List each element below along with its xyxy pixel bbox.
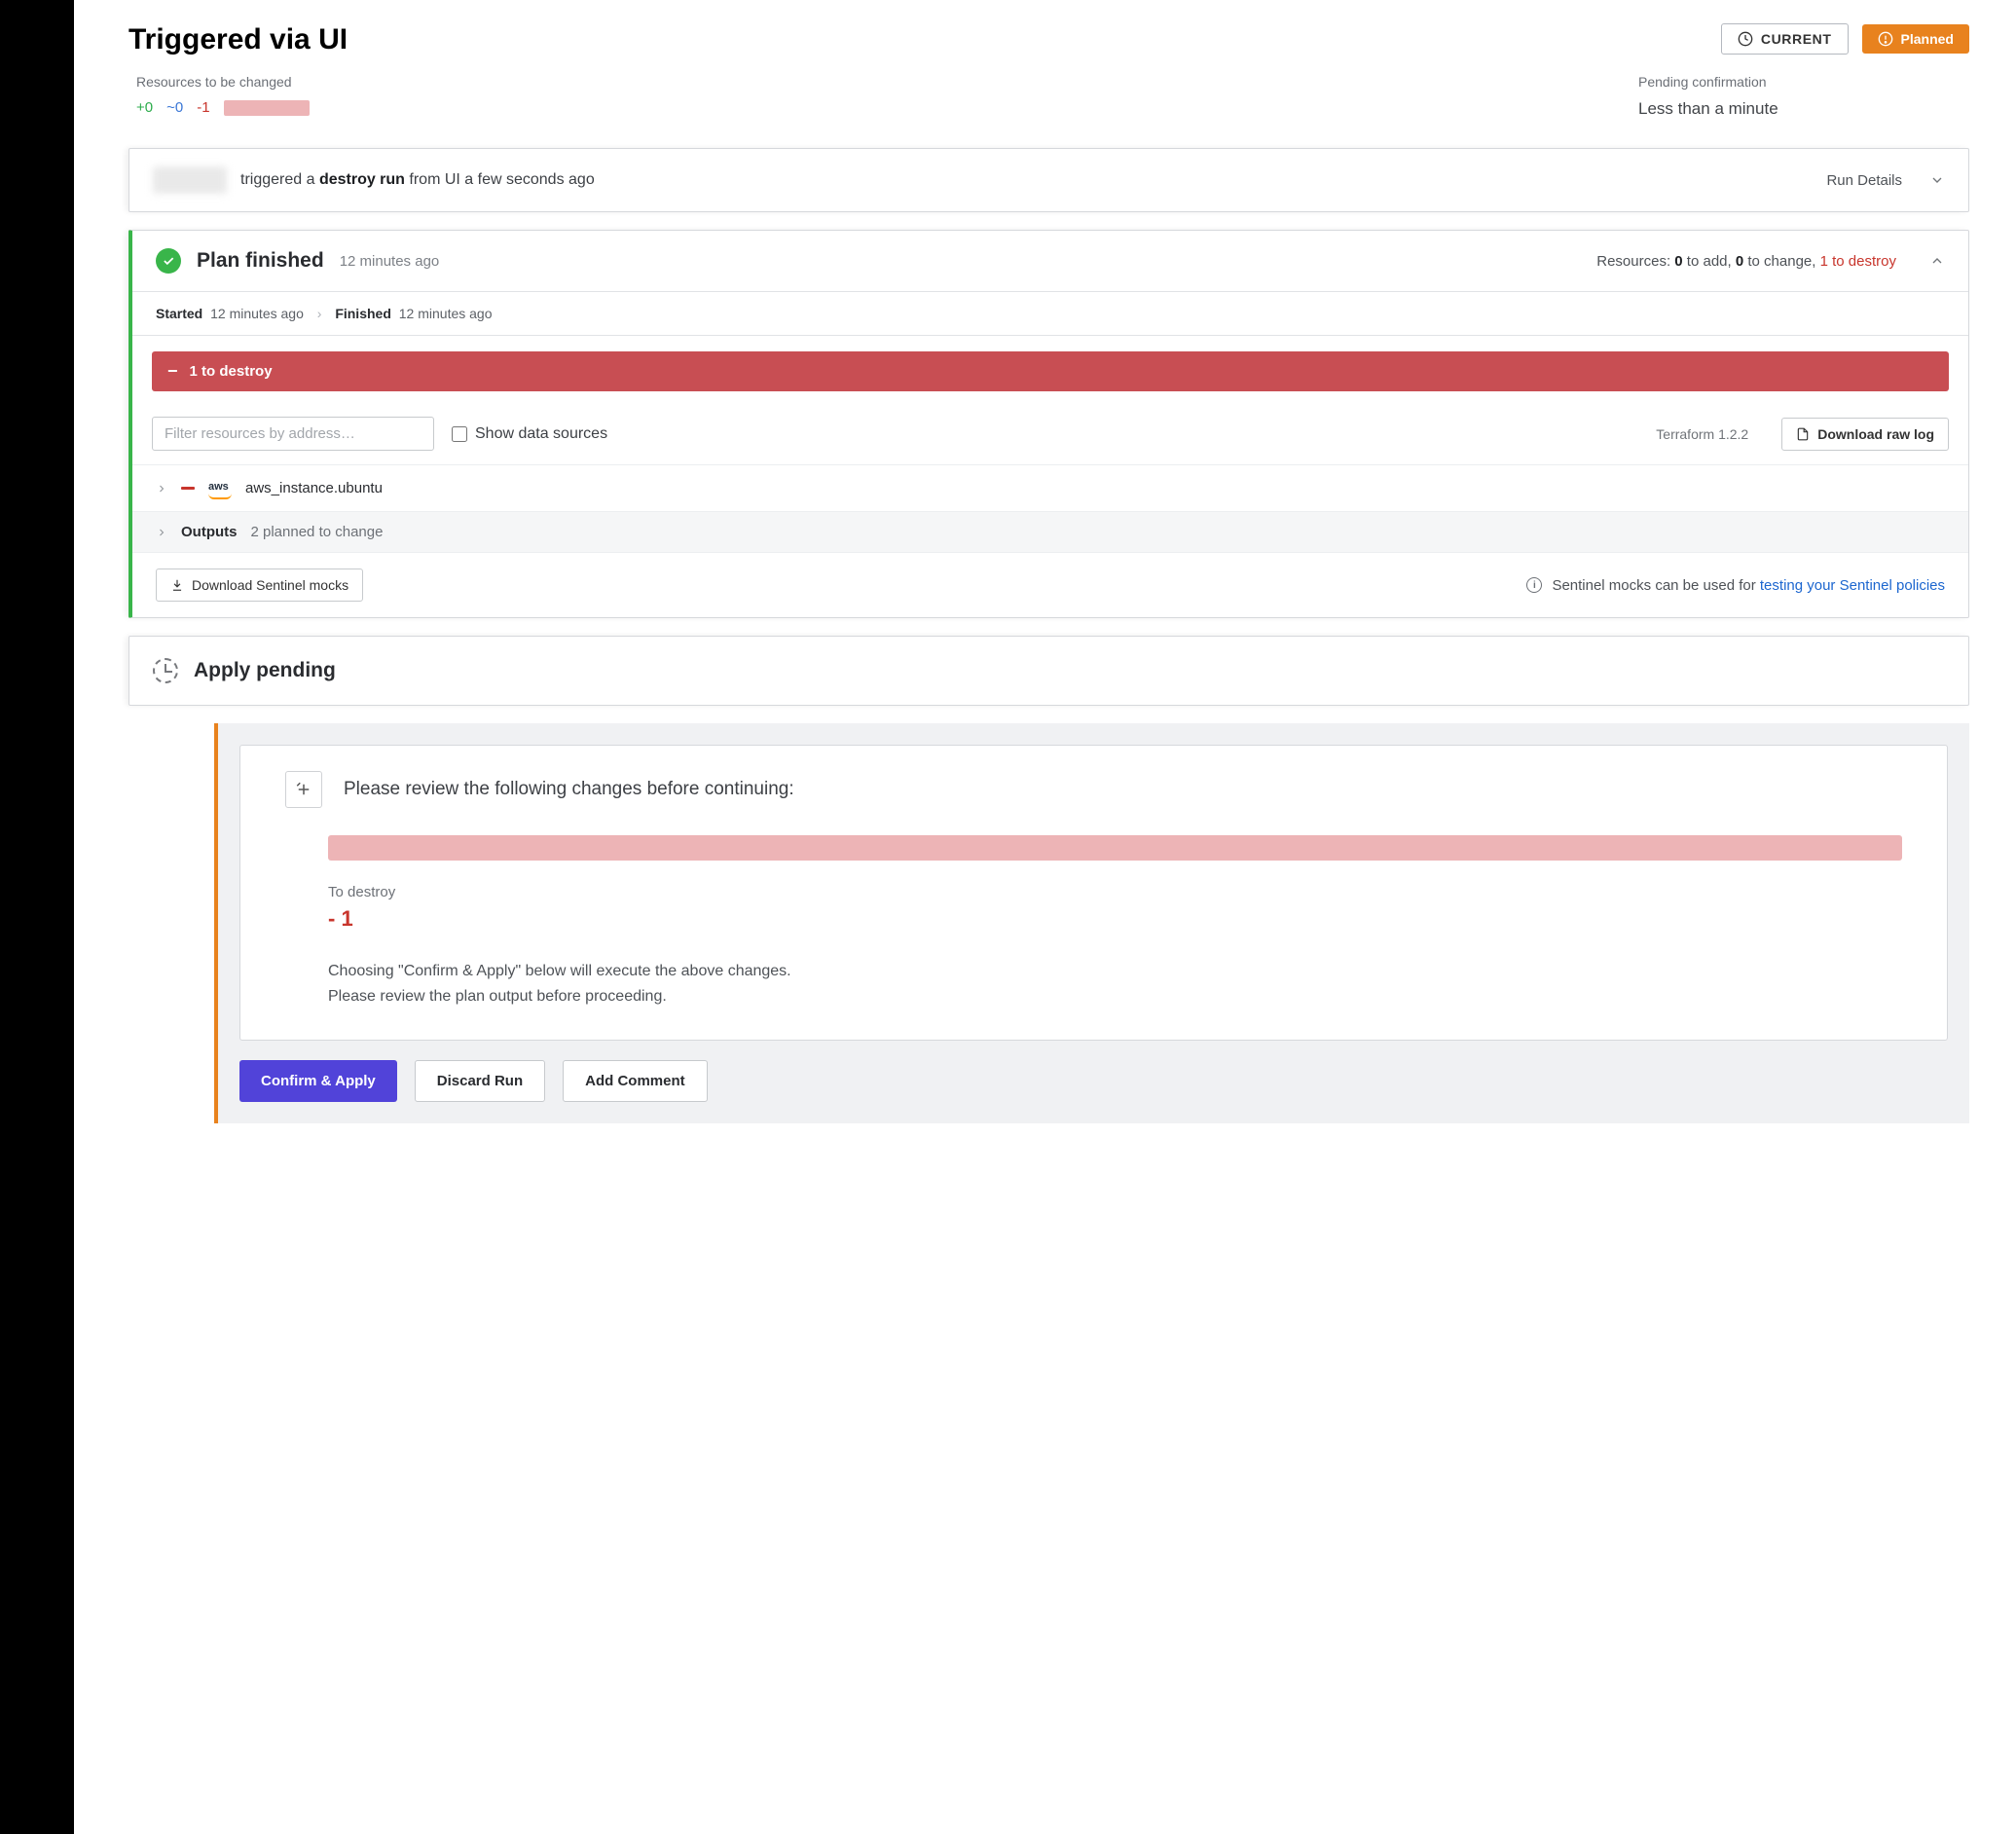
count-add: +0 xyxy=(136,99,153,116)
download-log-button[interactable]: Download raw log xyxy=(1781,418,1949,451)
change-counts: +0 ~0 -1 xyxy=(136,99,310,116)
chevron-up-icon[interactable] xyxy=(1929,253,1945,269)
review-desc-line1: Choosing "Confirm & Apply" below will ex… xyxy=(328,959,1902,984)
outputs-label: Outputs xyxy=(181,524,238,540)
finished-time: 12 minutes ago xyxy=(399,306,493,321)
apply-title: Apply pending xyxy=(194,659,336,682)
resources-label: Resources to be changed xyxy=(136,74,310,90)
destroy-bar-indicator xyxy=(224,100,310,116)
terraform-version: Terraform 1.2.2 xyxy=(1656,426,1748,442)
current-button[interactable]: CURRENT xyxy=(1721,23,1849,55)
sidebar-strip xyxy=(0,0,74,1834)
trigger-header: triggered a destroy run from UI a few se… xyxy=(129,149,1968,211)
minus-icon: − xyxy=(167,361,178,382)
count-change: ~0 xyxy=(166,99,183,116)
trigger-card: triggered a destroy run from UI a few se… xyxy=(128,148,1969,212)
download-sentinel-button[interactable]: Download Sentinel mocks xyxy=(156,569,363,602)
main-content: Triggered via UI CURRENT Planned Resourc… xyxy=(74,0,2016,1834)
check-circle-icon xyxy=(156,248,181,274)
review-title: Please review the following changes befo… xyxy=(344,779,794,800)
count-destroy: -1 xyxy=(197,99,209,116)
started-time: 12 minutes ago xyxy=(210,306,304,321)
pending-label: Pending confirmation xyxy=(1638,74,1969,90)
download-log-label: Download raw log xyxy=(1817,426,1934,442)
show-data-sources-label: Show data sources xyxy=(475,425,607,443)
plan-card: Plan finished 12 minutes ago Resources: … xyxy=(128,230,1969,618)
sentinel-row: Download Sentinel mocks i Sentinel mocks… xyxy=(132,552,1968,617)
resource-row[interactable]: aws aws_instance.ubuntu xyxy=(132,464,1968,511)
filter-input[interactable] xyxy=(152,417,434,451)
apply-header: Apply pending xyxy=(129,637,1968,705)
sentinel-info-text: Sentinel mocks can be used for xyxy=(1552,577,1759,594)
current-button-label: CURRENT xyxy=(1761,31,1832,47)
file-icon xyxy=(1796,426,1810,442)
plan-res-add-lbl: to add, xyxy=(1683,253,1736,270)
trigger-suffix: from UI a few seconds ago xyxy=(405,171,595,188)
planned-button[interactable]: Planned xyxy=(1862,24,1969,54)
outputs-count: 2 planned to change xyxy=(251,524,384,540)
header-row: Triggered via UI CURRENT Planned xyxy=(128,23,1969,56)
sentinel-info: i Sentinel mocks can be used for testing… xyxy=(1526,577,1945,594)
review-destroy-label: To destroy xyxy=(328,884,1902,900)
confirm-apply-button[interactable]: Confirm & Apply xyxy=(239,1060,397,1102)
chevron-right-icon[interactable] xyxy=(156,483,167,495)
discard-run-button[interactable]: Discard Run xyxy=(415,1060,545,1102)
trigger-text: triggered a destroy run from UI a few se… xyxy=(240,171,1813,189)
review-panel: Please review the following changes befo… xyxy=(214,723,1969,1123)
show-data-sources-checkbox[interactable]: Show data sources xyxy=(452,425,607,443)
destroy-banner-text: 1 to destroy xyxy=(190,363,273,380)
filter-row: Show data sources Terraform 1.2.2 Downlo… xyxy=(132,407,1968,464)
run-details-link[interactable]: Run Details xyxy=(1826,172,1902,189)
review-icon xyxy=(285,771,322,808)
resource-address: aws_instance.ubuntu xyxy=(245,480,383,496)
pending-summary: Pending confirmation Less than a minute xyxy=(1638,74,1969,119)
add-comment-button[interactable]: Add Comment xyxy=(563,1060,708,1102)
chevron-right-icon[interactable] xyxy=(156,527,167,538)
plan-res-add: 0 xyxy=(1674,253,1682,270)
alert-icon xyxy=(1878,31,1893,47)
review-head: Please review the following changes befo… xyxy=(285,771,1902,808)
summary-row: Resources to be changed +0 ~0 -1 Pending… xyxy=(128,74,1969,119)
planned-button-label: Planned xyxy=(1901,31,1954,47)
header-buttons: CURRENT Planned xyxy=(1721,23,1969,55)
chevron-down-icon[interactable] xyxy=(1929,172,1945,188)
plan-resources: Resources: 0 to add, 0 to change, 1 to d… xyxy=(1596,253,1896,270)
pending-value: Less than a minute xyxy=(1638,99,1969,119)
resources-summary: Resources to be changed +0 ~0 -1 xyxy=(136,74,310,119)
review-redacted-bar xyxy=(328,835,1902,861)
plan-res-destroy: 1 to destroy xyxy=(1820,253,1896,270)
trigger-bold: destroy run xyxy=(319,171,405,188)
review-box: Please review the following changes befo… xyxy=(239,745,1948,1041)
aws-logo-icon: aws xyxy=(208,477,232,499)
user-avatar-redacted xyxy=(153,166,227,194)
destroy-banner[interactable]: − 1 to destroy xyxy=(152,351,1949,391)
trigger-prefix: triggered a xyxy=(240,171,319,188)
timing-separator: › xyxy=(317,306,322,321)
started-label: Started xyxy=(156,306,202,321)
destroy-indicator-icon xyxy=(181,487,195,490)
plan-header: Plan finished 12 minutes ago Resources: … xyxy=(132,231,1968,292)
sentinel-policies-link[interactable]: testing your Sentinel policies xyxy=(1760,577,1945,594)
plan-time: 12 minutes ago xyxy=(340,253,440,270)
page-title: Triggered via UI xyxy=(128,23,348,56)
clock-icon xyxy=(1738,31,1753,47)
action-buttons: Confirm & Apply Discard Run Add Comment xyxy=(239,1060,1948,1102)
timing-row: Started 12 minutes ago › Finished 12 min… xyxy=(132,292,1968,336)
sentinel-download-label: Download Sentinel mocks xyxy=(192,577,348,593)
plan-title: Plan finished xyxy=(197,249,324,273)
apply-card: Apply pending xyxy=(128,636,1969,706)
finished-label: Finished xyxy=(335,306,391,321)
download-icon xyxy=(170,578,184,592)
review-destroy-value: - 1 xyxy=(328,906,1902,932)
plan-res-change-lbl: to change, xyxy=(1743,253,1819,270)
show-data-sources-input[interactable] xyxy=(452,426,467,442)
review-description: Choosing "Confirm & Apply" below will ex… xyxy=(328,959,1902,1009)
plan-res-change: 0 xyxy=(1736,253,1743,270)
outputs-row[interactable]: Outputs 2 planned to change xyxy=(132,511,1968,552)
review-desc-line2: Please review the plan output before pro… xyxy=(328,984,1902,1009)
clock-pending-icon xyxy=(153,658,178,683)
info-icon: i xyxy=(1526,577,1542,593)
plan-res-prefix: Resources: xyxy=(1596,253,1674,270)
